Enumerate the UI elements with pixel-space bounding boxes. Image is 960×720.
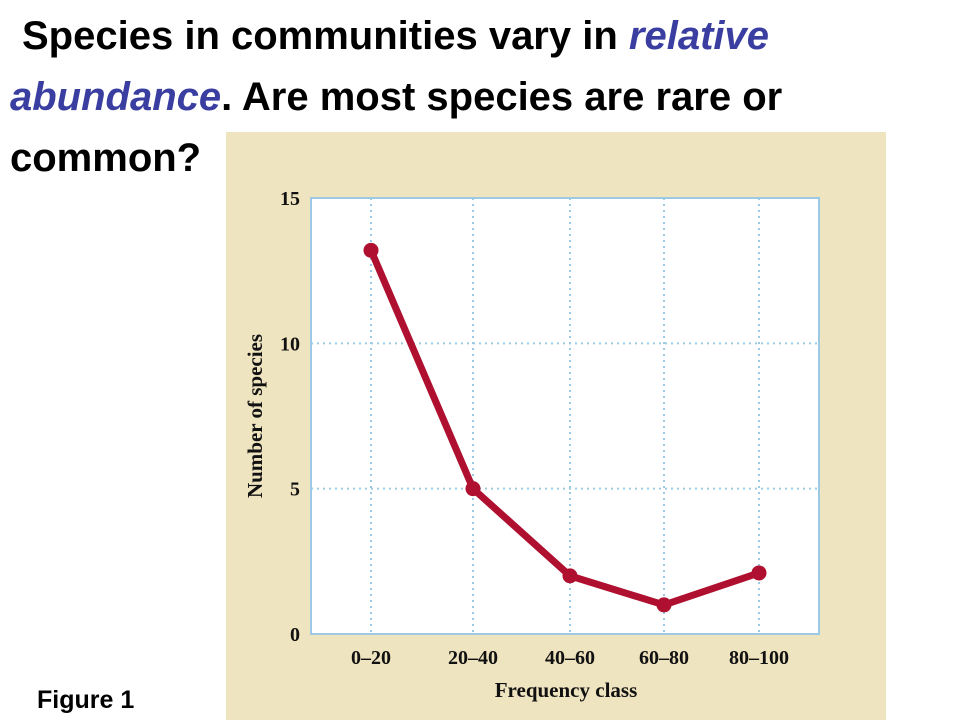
x-tick-label: 0–20 [351, 647, 391, 669]
title-part1: Species in communities vary in [22, 14, 629, 58]
title-part2: . Are most species are rare or common? [10, 75, 783, 180]
data-point [751, 565, 767, 581]
y-axis-ticks: 0 5 10 15 [280, 188, 300, 646]
data-point [465, 481, 481, 497]
y-tick-label: 15 [280, 188, 300, 210]
x-axis-label: Frequency class [495, 678, 638, 702]
y-tick-label: 5 [290, 479, 300, 501]
data-point [562, 568, 578, 584]
data-point [363, 242, 379, 258]
title-highlight: relative abundance [10, 14, 770, 119]
slide-title: Species in communities vary in relative … [10, 6, 870, 189]
y-tick-label: 0 [290, 624, 300, 646]
x-tick-label: 80–100 [729, 647, 789, 669]
data-points [363, 242, 767, 613]
y-tick-label: 10 [280, 333, 300, 355]
figure-label: Figure 1 [37, 686, 135, 714]
x-tick-label: 20–40 [448, 647, 498, 669]
x-tick-label: 40–60 [545, 647, 595, 669]
x-axis-ticks: 0–20 20–40 40–60 60–80 80–100 [351, 647, 789, 669]
data-point [656, 597, 672, 613]
grid-lines [311, 197, 819, 635]
y-axis-label: Number of species [243, 334, 267, 498]
x-tick-label: 60–80 [639, 647, 689, 669]
